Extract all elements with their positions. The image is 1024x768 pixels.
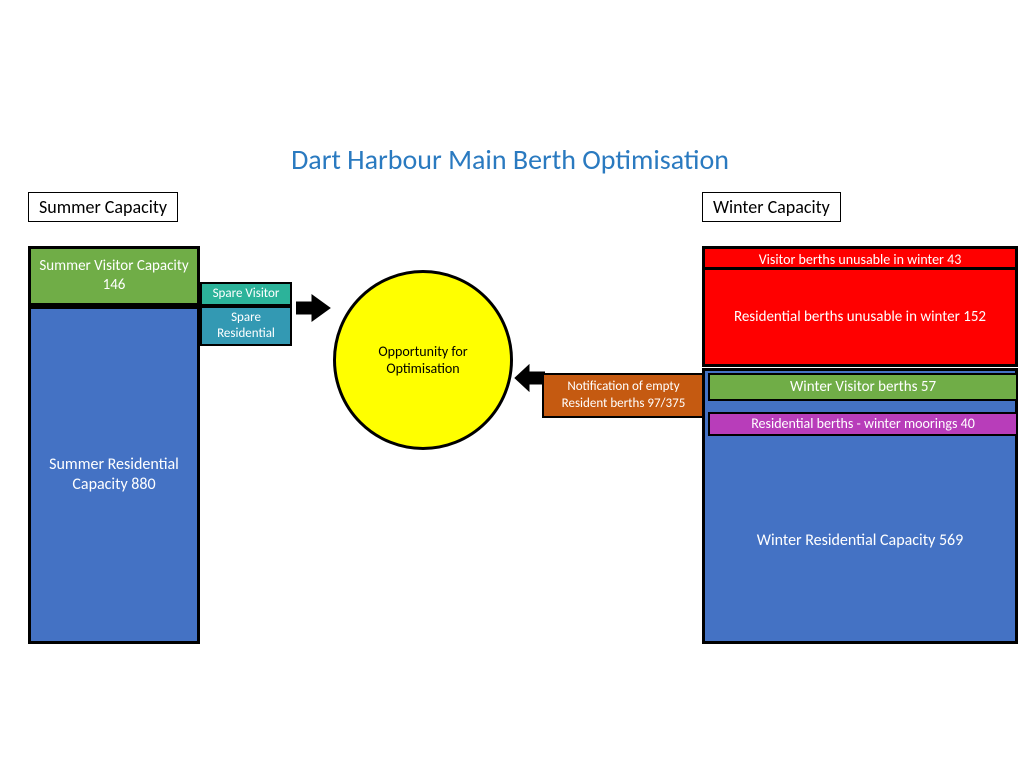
spare-visitor-block: Spare Visitor xyxy=(200,282,292,306)
residential-unusable-block: Residential berths unusable in winter 15… xyxy=(702,267,1018,367)
page-title: Dart Harbour Main Berth Optimisation xyxy=(230,142,790,177)
summer-residential-block: Summer Residential Capacity 880 xyxy=(28,306,200,644)
summer-visitor-block: Summer Visitor Capacity 146 xyxy=(28,246,200,306)
arrow-right-icon xyxy=(296,293,332,323)
arrow-left-icon xyxy=(513,364,545,392)
winter-residential-block: Winter Residential Capacity 569 xyxy=(702,368,1018,644)
winter-visitor-block: Winter Visitor berths 57 xyxy=(708,373,1018,401)
spare-residential-block: Spare Residential xyxy=(200,306,292,346)
winter-capacity-label: Winter Capacity xyxy=(702,192,841,222)
notification-block: Notification of empty Resident berths 97… xyxy=(542,373,705,418)
opportunity-circle: Opportunity for Optimisation xyxy=(333,270,513,450)
summer-capacity-label: Summer Capacity xyxy=(28,192,178,222)
winter-moorings-block: Residential berths - winter moorings 40 xyxy=(708,412,1018,436)
